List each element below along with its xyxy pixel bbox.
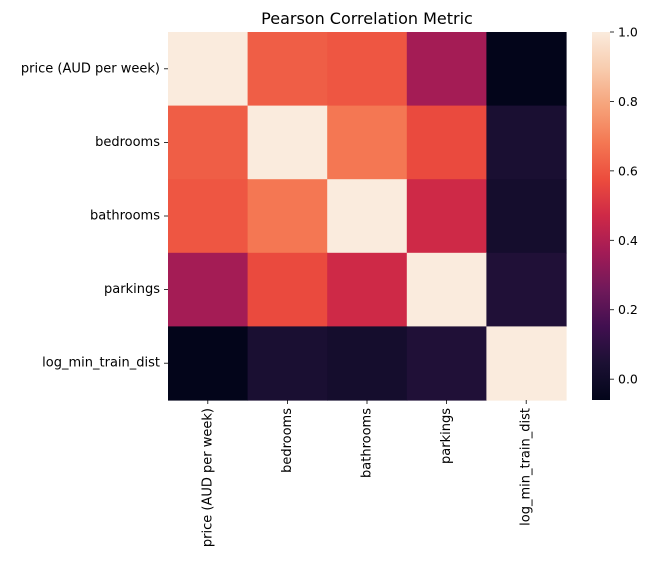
heatmap-cell: [168, 32, 249, 107]
heatmap-cell: [486, 179, 567, 254]
heatmap-cell: [486, 252, 567, 327]
y-tick-label: parkings: [104, 282, 160, 297]
heatmap-cell: [406, 105, 487, 180]
heatmap-cell: [327, 105, 408, 180]
heatmap-cell: [486, 32, 567, 107]
heatmap-cell: [247, 32, 328, 107]
heatmap-cell: [327, 326, 408, 401]
x-tick-label: price (AUD per week): [200, 408, 215, 547]
colorbar-tick-label: 0.4: [618, 233, 638, 248]
heatmap-cell: [486, 105, 567, 180]
x-tick-label: bedrooms: [280, 408, 295, 473]
colorbar-tick-label: 0.8: [618, 94, 638, 109]
heatmap-cell: [327, 179, 408, 254]
heatmap-cell: [406, 326, 487, 401]
heatmap-cell: [406, 252, 487, 327]
heatmap-cell: [168, 252, 249, 327]
x-tick-label: bathrooms: [360, 408, 375, 478]
colorbar-tick-label: 0.6: [618, 163, 638, 178]
heatmap-cell: [168, 179, 249, 254]
colorbar: [592, 32, 610, 400]
heatmap-cell: [247, 179, 328, 254]
colorbar-axis: 0.0 0.2 0.4 0.6 0.8 1.0: [610, 25, 638, 387]
x-tick-label: parkings: [439, 408, 454, 464]
x-tick-label: log_min_train_dist: [519, 408, 534, 526]
heatmap-cell: [327, 252, 408, 327]
y-axis: price (AUD per week) bedrooms bathrooms par…: [21, 61, 168, 371]
x-axis: price (AUD per week) bedrooms bathrooms par…: [200, 400, 534, 547]
colorbar-tick-label: 0.2: [618, 302, 638, 317]
y-tick-label: bathrooms: [90, 209, 160, 224]
heatmap-cell: [247, 252, 328, 327]
heatmap-cells: [168, 32, 567, 401]
heatmap-cell: [327, 32, 408, 107]
y-tick-label: bedrooms: [95, 135, 160, 150]
chart-title: Pearson Correlation Metric: [261, 9, 473, 28]
y-tick-label: log_min_train_dist: [42, 356, 160, 371]
heatmap-cell: [406, 179, 487, 254]
colorbar-tick-label: 0.0: [618, 372, 638, 387]
colorbar-tick-label: 1.0: [618, 25, 638, 40]
heatmap-cell: [406, 32, 487, 107]
heatmap-cell: [247, 326, 328, 401]
heatmap-cell: [168, 105, 249, 180]
heatmap-cell: [486, 326, 567, 401]
heatmap-cell: [247, 105, 328, 180]
y-tick-label: price (AUD per week): [21, 61, 160, 76]
heatmap-cell: [168, 326, 249, 401]
